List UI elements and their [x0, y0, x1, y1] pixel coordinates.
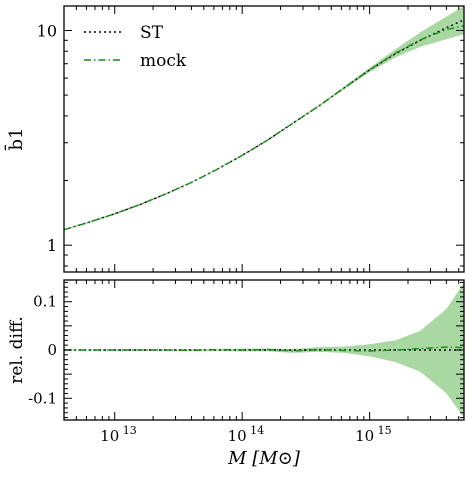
bottom-series-mock — [64, 346, 464, 352]
x-tick-label-exponent: 14 — [250, 424, 264, 437]
x-tick-label: 10 — [355, 427, 374, 445]
x-axis-label: M [M⊙] — [227, 448, 301, 469]
legend: ST mock — [84, 23, 187, 71]
x-tick-label-exponent: 15 — [378, 424, 392, 437]
y-tick-label: 0.1 — [33, 293, 57, 311]
bottom-panel: 0.10-0.1 10 13 10 14 10 15 rel. diff. — [7, 279, 465, 445]
x-tick-label: 10 — [228, 427, 247, 445]
x-tick-label: 10 — [100, 427, 119, 445]
legend-label-mock: mock — [140, 51, 187, 71]
top-series-st — [64, 19, 464, 231]
x-tick-label-exponent: 13 — [123, 424, 137, 437]
y-tick-label: 10 — [37, 21, 57, 40]
top-series-mock — [64, 25, 464, 231]
top-uncertainty-band — [64, 6, 464, 231]
bottom-axes-frame — [63, 279, 465, 421]
y-tick-label: -0.1 — [28, 389, 57, 407]
legend-label-st: ST — [140, 23, 164, 43]
y-tick-label: 0 — [47, 341, 57, 359]
bottom-ylabel: rel. diff. — [7, 316, 27, 384]
y-tick-label: 1 — [47, 236, 57, 255]
top-ylabel: b̄1 — [3, 128, 27, 152]
top-axes-frame — [63, 5, 465, 273]
top-panel: 1 10 b̄1 ST mock — [3, 5, 465, 273]
